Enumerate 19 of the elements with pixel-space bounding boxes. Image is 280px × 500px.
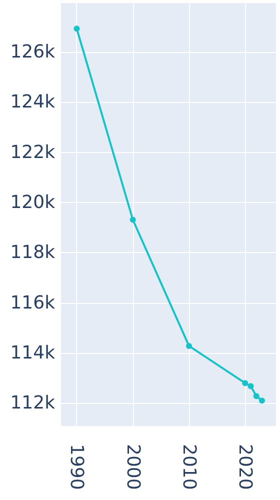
x-tick-label: 2010 <box>178 444 200 490</box>
point <box>186 342 192 349</box>
y-tick-label: 126k <box>10 41 56 62</box>
y-tick-label: 118k <box>10 242 56 264</box>
y-tick-label: 112k <box>10 392 56 414</box>
point <box>253 393 260 400</box>
point <box>248 383 254 390</box>
x-tick-label: 1990 <box>66 444 88 490</box>
y-tick-label: 124k <box>10 92 56 113</box>
y-tick-label: 122k <box>10 142 56 163</box>
y-tick-label: 120k <box>10 192 56 213</box>
point <box>130 216 136 223</box>
y-tick-label: 114k <box>10 342 56 364</box>
point <box>258 398 265 404</box>
point <box>242 380 248 386</box>
x-tick-label: 2000 <box>122 444 144 490</box>
point <box>74 26 80 32</box>
y-tick-label: 116k <box>10 292 56 314</box>
x-tick-label: 2020 <box>234 444 256 490</box>
